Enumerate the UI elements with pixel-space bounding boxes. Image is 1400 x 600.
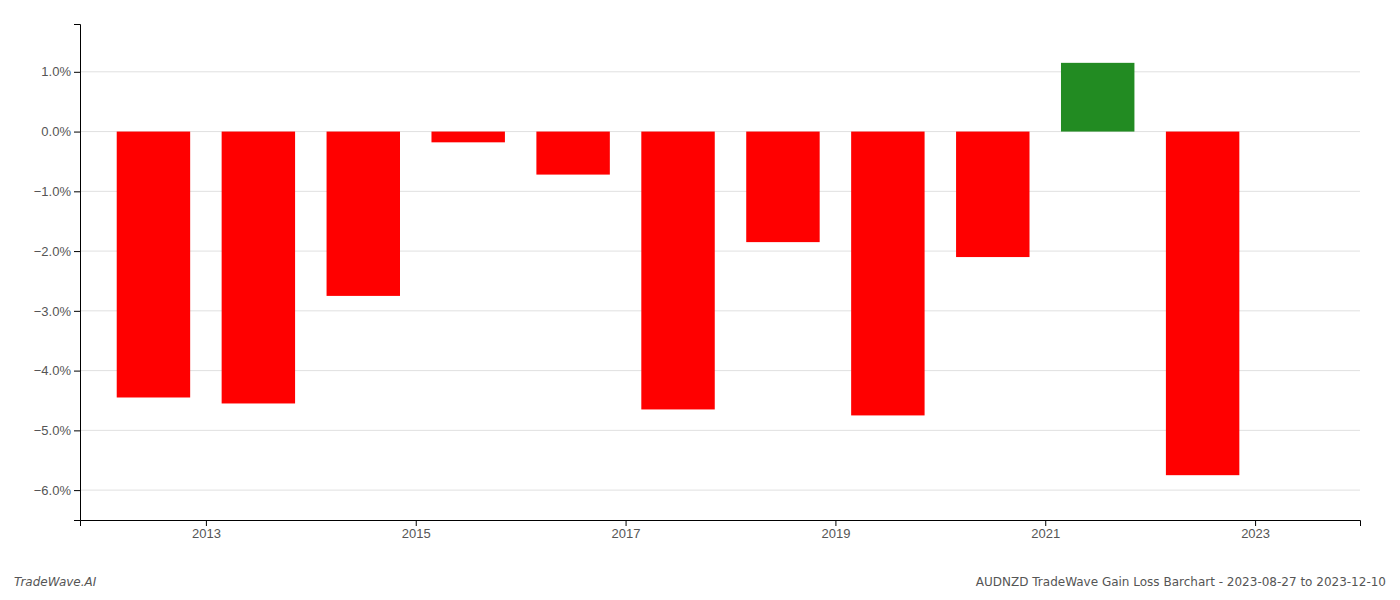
tick: −3.0% (34, 304, 80, 319)
tick-mark (206, 520, 207, 526)
axis-line (74, 25, 81, 521)
annotation: AUDNZD TradeWave Gain Loss Barchart - 20… (976, 575, 1386, 589)
tick: 2019 (821, 520, 850, 541)
y-axis: −6.0% −5.0% −4.0% −3.0% −2.0% −1.0% 0.0% 1.0% (34, 25, 81, 521)
bar (1166, 132, 1239, 476)
tick: 2021 (1031, 520, 1060, 541)
bar (117, 132, 190, 398)
plot: −6.0% −5.0% −4.0% −3.0% −2.0% −1.0% 0.0% 1.0% 20… (34, 25, 1361, 542)
tick-mark (626, 520, 627, 526)
tick-label: 0.0% (41, 124, 71, 139)
tick-label: −4.0% (34, 363, 72, 378)
bar (851, 132, 924, 416)
tick-mark (74, 251, 80, 252)
tick: −5.0% (34, 423, 80, 438)
chart: −6.0% −5.0% −4.0% −3.0% −2.0% −1.0% 0.0% 1.0% 20… (0, 0, 1400, 600)
tick-label: 2023 (1241, 526, 1270, 541)
tick-label: 2015 (402, 526, 431, 541)
tick-mark (74, 311, 80, 312)
grid-line (80, 71, 1360, 72)
bar (641, 132, 714, 410)
tick: −1.0% (34, 184, 80, 199)
bar (1061, 63, 1134, 132)
tick-mark (74, 191, 80, 192)
tick-mark (416, 520, 417, 526)
bar (431, 132, 504, 143)
tick-label: −6.0% (34, 483, 72, 498)
bar (327, 132, 400, 296)
bar (746, 132, 819, 243)
annotation: TradeWave.AI (14, 575, 97, 589)
tick-mark (74, 490, 80, 491)
tick: 0.0% (41, 124, 80, 139)
grid-line (80, 490, 1360, 491)
tick-mark (835, 520, 836, 526)
tick: −6.0% (34, 483, 80, 498)
tick-label: 2013 (192, 526, 221, 541)
tick-label: −3.0% (34, 304, 72, 319)
tick: 2017 (612, 520, 641, 541)
bar (222, 132, 295, 404)
tick-label: 1.0% (41, 64, 71, 79)
footer: TradeWave.AI AUDNZD TradeWave Gain Loss B… (14, 575, 1386, 589)
bar (956, 132, 1029, 257)
tick-mark (74, 72, 80, 73)
tick-mark (1255, 520, 1256, 526)
tick-label: −2.0% (34, 244, 72, 259)
tick-mark (74, 430, 80, 431)
tick: 2023 (1241, 520, 1270, 541)
tick-label: 2021 (1031, 526, 1060, 541)
grid (80, 72, 1360, 490)
tick: −4.0% (34, 363, 80, 378)
tick: 2013 (192, 520, 221, 541)
tick-label: −1.0% (34, 184, 72, 199)
tick: 1.0% (41, 64, 80, 79)
tick: −2.0% (34, 244, 80, 259)
tick-mark (74, 371, 80, 372)
tick-label: −5.0% (34, 423, 72, 438)
bars (117, 63, 1240, 475)
tick-label: 2019 (821, 526, 850, 541)
tick-label: 2017 (612, 526, 641, 541)
tick: 2015 (402, 520, 431, 541)
axis-line (81, 521, 1361, 527)
x-axis: 2013 2015 2017 2019 2021 2023 (81, 520, 1361, 541)
tick-mark (1045, 520, 1046, 526)
bar (536, 132, 609, 175)
tick-mark (74, 132, 80, 133)
